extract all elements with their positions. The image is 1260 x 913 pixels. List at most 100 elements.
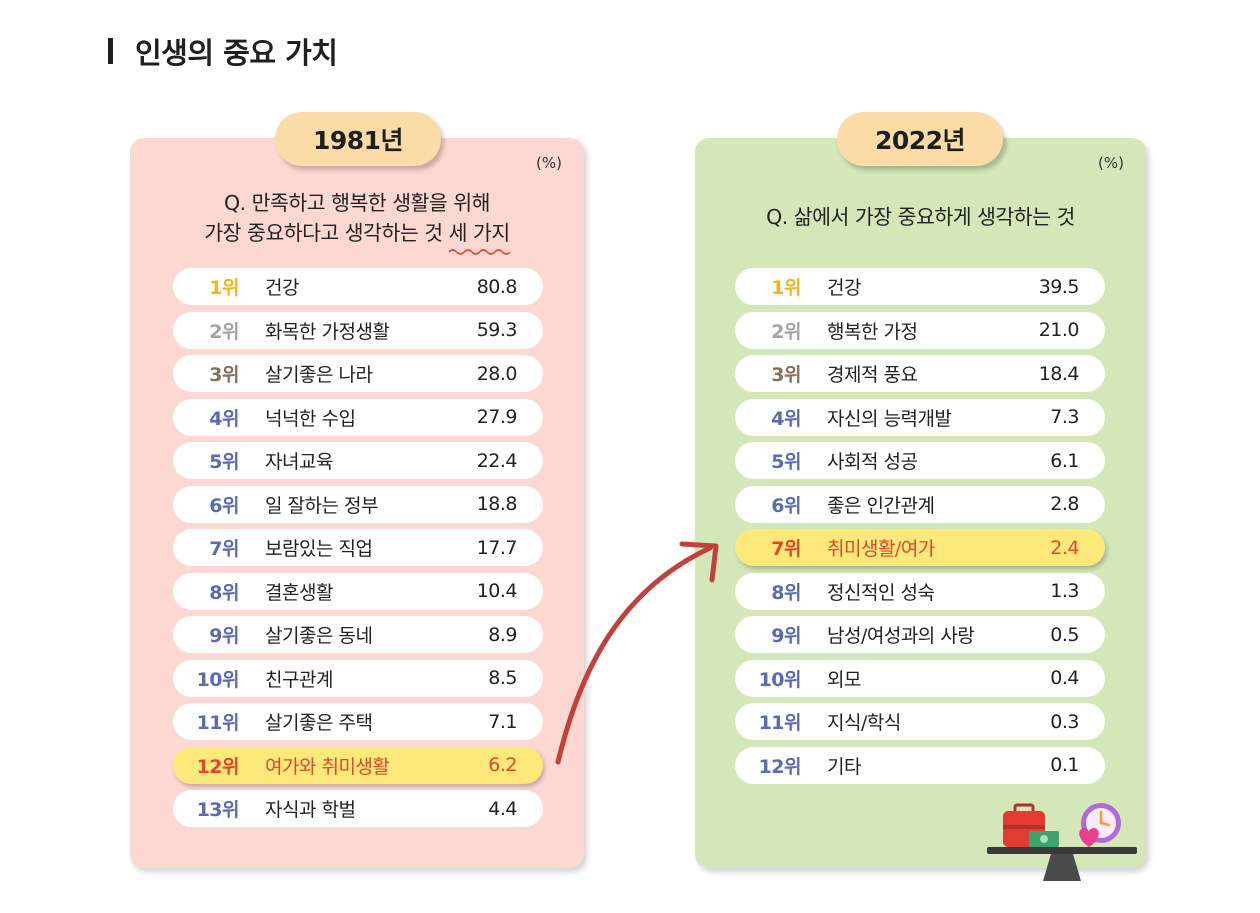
question-1981-line2: 가장 중요하다고 생각하는 것 세 가지	[130, 218, 584, 255]
rank-number: 13위	[196, 799, 240, 821]
rank-number: 11위	[758, 712, 802, 734]
rank-number: 5위	[209, 451, 239, 473]
question-1981-line1: Q. 만족하고 행복한 생활을 위해	[223, 191, 491, 215]
rank-number: 8위	[209, 581, 239, 604]
rank-number: 2위	[209, 320, 239, 343]
rank-item-label: 일 잘하는 정부	[265, 494, 378, 517]
question-1981-line2-main: 가장 중요하다고 생각하는 것	[204, 221, 449, 245]
rank-number: 6위	[771, 494, 801, 517]
rank-row: 3위 살기좋은 나라 28.0	[173, 355, 543, 392]
rank-number: 1위	[209, 277, 239, 299]
rank-value: 6.1	[1050, 449, 1079, 472]
rank-value: 6.2	[488, 754, 517, 776]
rank-value: 28.0	[476, 362, 518, 385]
rank-value: 7.1	[488, 710, 517, 733]
rank-number: 2위	[771, 320, 801, 343]
rank-row: 9위 살기좋은 동네 8.9	[173, 616, 543, 653]
wavy-underline-icon	[448, 249, 511, 255]
rank-row: 10위 외모 0.4	[735, 659, 1105, 697]
rank-item-label: 남성/여성과의 사랑	[827, 625, 975, 647]
rank-row: 7위 보람있는 직업 17.7	[173, 529, 543, 566]
rank-row: 4위 넉넉한 수입 27.9	[173, 398, 543, 436]
rank-row: 11위 살기좋은 주택 7.1	[173, 703, 543, 740]
question-2022: Q. 삶에서 가장 중요하게 생각하는 것	[695, 202, 1146, 232]
money-icon	[1029, 831, 1059, 847]
unit-label-1981: (%)	[536, 154, 562, 172]
rank-row: 4위 자신의 능력개발 7.3	[735, 398, 1105, 436]
rank-number: 5위	[771, 451, 801, 473]
rank-value: 7.3	[1050, 406, 1079, 428]
rank-item-label: 정신적인 성숙	[827, 581, 935, 604]
rank-item-label: 외모	[827, 668, 861, 691]
rank-value: 21.0	[1038, 319, 1080, 341]
rank-item-label: 경제적 풍요	[827, 364, 918, 386]
red-curved-arrow-icon	[555, 541, 719, 765]
rank-value: 18.4	[1038, 362, 1080, 385]
rank-item-label: 사회적 성공	[827, 451, 918, 473]
rank-row: 8위 결혼생활 10.4	[173, 572, 543, 610]
rank-row: 1위 건강 80.8	[173, 268, 543, 305]
rank-list-1981: 1위 건강 80.8 2위 화목한 가정생활 59.3 3위 살기좋은 나라 28.0 4위 넉넉한…	[173, 268, 543, 834]
page-title: 인생의 중요 가치	[108, 30, 338, 72]
rank-value: 10.4	[476, 580, 518, 602]
rank-list-2022: 1위 건강 39.5 2위 행복한 가정 21.0 3위 경제적 풍요 18.4 4위 자신의 능력…	[735, 268, 1105, 790]
year-badge-1981: 1981년	[275, 112, 441, 166]
rank-item-label: 친구관계	[265, 668, 333, 691]
panel-2022: 2022년 (%) Q. 삶에서 가장 중요하게 생각하는 것 1위 건강 39.5…	[695, 112, 1146, 868]
rank-item-label: 기타	[827, 755, 861, 778]
rank-item-label: 살기좋은 나라	[265, 364, 373, 386]
question-1981-emphasis: 세 가지	[448, 218, 511, 255]
rank-value: 8.9	[488, 623, 517, 646]
rank-item-label: 지식/학식	[827, 712, 901, 734]
rank-item-label: 취미생활/여가	[827, 538, 935, 560]
rank-number: 9위	[209, 625, 239, 647]
rank-number: 4위	[209, 407, 239, 430]
rank-item-label: 행복한 가정	[827, 320, 918, 343]
rank-row: 13위 자식과 학벌 4.4	[173, 790, 543, 827]
rank-number: 10위	[196, 668, 240, 691]
rank-item-label: 보람있는 직업	[265, 538, 373, 560]
rank-item-label: 자녀교육	[265, 451, 333, 473]
rank-value: 4.4	[488, 797, 517, 820]
rank-number: 7위	[209, 538, 239, 560]
rank-item-label: 화목한 가정생활	[265, 320, 390, 343]
rank-row: 2위 화목한 가정생활 59.3	[173, 311, 543, 349]
rank-row: 3위 경제적 풍요 18.4	[735, 355, 1105, 392]
rank-number: 9위	[771, 625, 801, 647]
rank-number: 7위	[771, 538, 801, 560]
unit-label-2022: (%)	[1098, 154, 1124, 172]
rank-value: 22.4	[476, 449, 518, 472]
rank-number: 10위	[758, 668, 802, 691]
rank-row: 5위 자녀교육 22.4	[173, 442, 543, 479]
rank-item-label: 자식과 학벌	[265, 799, 356, 821]
rank-number: 12위	[196, 755, 240, 778]
rank-row-highlighted: 12위 여가와 취미생활 6.2	[173, 746, 543, 784]
rank-number: 4위	[771, 407, 801, 430]
rank-number: 1위	[771, 277, 801, 299]
rank-row: 11위 지식/학식 0.3	[735, 703, 1105, 740]
rank-row: 6위 일 잘하는 정부 18.8	[173, 485, 543, 523]
question-2022-line: Q. 삶에서 가장 중요하게 생각하는 것	[766, 205, 1075, 229]
rank-row: 6위 좋은 인간관계 2.8	[735, 485, 1105, 523]
rank-number: 3위	[209, 364, 239, 386]
rank-item-label: 살기좋은 동네	[265, 625, 373, 647]
rank-value: 0.3	[1050, 710, 1079, 733]
rank-row: 2위 행복한 가정 21.0	[735, 311, 1105, 349]
rank-value: 0.1	[1050, 754, 1079, 776]
rank-value: 39.5	[1038, 275, 1080, 298]
rank-value: 8.5	[488, 667, 517, 689]
rank-item-label: 여가와 취미생활	[265, 755, 390, 778]
rank-value: 2.8	[1050, 493, 1079, 515]
rank-value: 17.7	[476, 536, 518, 559]
rank-value: 80.8	[476, 275, 518, 298]
page-title-text: 인생의 중요 가치	[135, 36, 338, 70]
rank-number: 3위	[771, 364, 801, 386]
question-1981-emphasis-text: 세 가지	[448, 221, 511, 245]
panel-1981: 1981년 (%) Q. 만족하고 행복한 생활을 위해 가장 중요하다고 생각…	[130, 112, 584, 868]
rank-item-label: 건강	[265, 277, 299, 299]
rank-value: 1.3	[1050, 580, 1079, 602]
rank-item-label: 건강	[827, 277, 861, 299]
balance-scale-icon	[987, 803, 1137, 881]
rank-number: 11위	[196, 712, 240, 734]
rank-row-highlighted: 7위 취미생활/여가 2.4	[735, 529, 1105, 566]
